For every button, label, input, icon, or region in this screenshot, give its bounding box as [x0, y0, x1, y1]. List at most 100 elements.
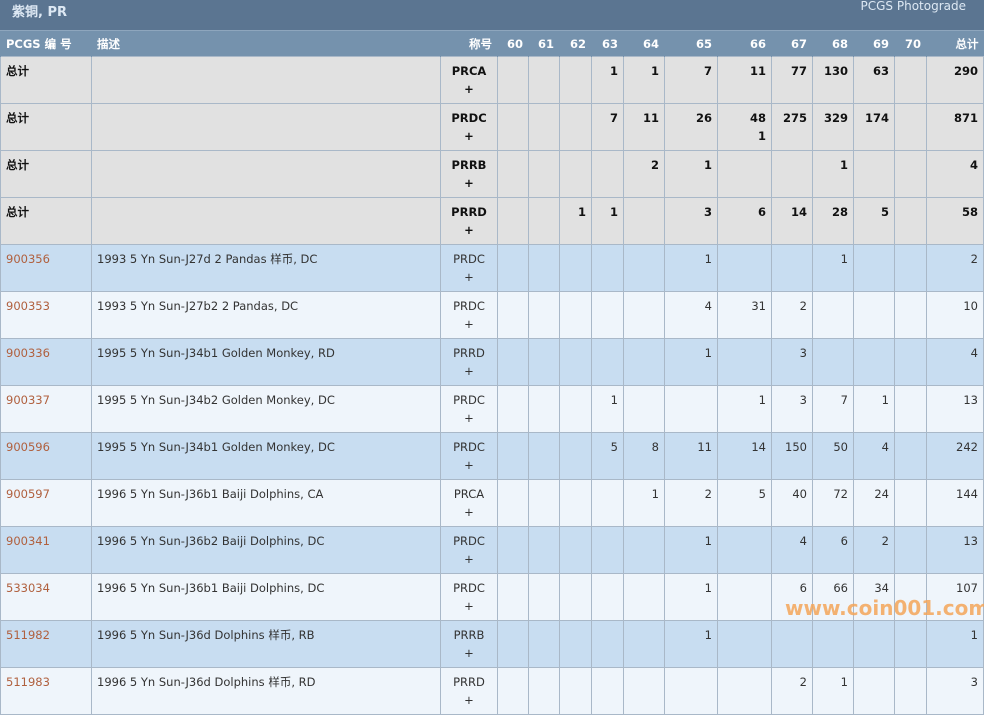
grade-count[interactable]: 1: [812, 667, 854, 715]
grade-count[interactable]: 3: [664, 197, 718, 245]
grade-count[interactable]: 72: [812, 479, 854, 527]
grade-count[interactable]: 34: [853, 573, 895, 621]
grade-count[interactable]: 31: [717, 291, 772, 339]
grade-count[interactable]: 7: [812, 385, 854, 433]
grade-count[interactable]: 6: [812, 526, 854, 574]
grade-count[interactable]: 77: [771, 56, 813, 104]
row-total[interactable]: 2: [926, 244, 984, 292]
row-total[interactable]: 290: [926, 56, 984, 104]
pcgs-number[interactable]: 900341: [0, 526, 92, 574]
grade-count[interactable]: 2: [771, 667, 813, 715]
column-header[interactable]: 61: [528, 31, 560, 57]
grade-count[interactable]: 1: [664, 526, 718, 574]
pcgs-number-link[interactable]: 900341: [6, 534, 50, 548]
pcgs-number[interactable]: 511982: [0, 620, 92, 668]
grade-count[interactable]: 1: [623, 56, 665, 104]
column-header[interactable]: 70: [894, 31, 927, 57]
row-total[interactable]: 13: [926, 385, 984, 433]
pcgs-number-link[interactable]: 900356: [6, 252, 50, 266]
grade-count[interactable]: 5: [853, 197, 895, 245]
grade-count[interactable]: 2: [623, 150, 665, 198]
row-total[interactable]: 4: [926, 150, 984, 198]
row-total[interactable]: 144: [926, 479, 984, 527]
column-header[interactable]: 69: [853, 31, 895, 57]
grade-count[interactable]: 11: [717, 56, 772, 104]
grade-count[interactable]: 63: [853, 56, 895, 104]
column-header[interactable]: PCGS 编 号: [0, 31, 92, 57]
row-total[interactable]: 1: [926, 620, 984, 668]
pcgs-number-link[interactable]: 900596: [6, 440, 50, 454]
row-total[interactable]: 4: [926, 338, 984, 386]
grade-count[interactable]: 1: [812, 244, 854, 292]
grade-count[interactable]: 24: [853, 479, 895, 527]
grade-count[interactable]: 8: [623, 432, 665, 480]
grade-count[interactable]: 1: [591, 385, 624, 433]
row-total[interactable]: 58: [926, 197, 984, 245]
pcgs-number-link[interactable]: 511983: [6, 675, 50, 689]
grade-count[interactable]: 3: [771, 385, 813, 433]
grade-count[interactable]: 4: [853, 432, 895, 480]
column-header[interactable]: 描述: [91, 31, 441, 57]
grade-count[interactable]: 2: [664, 479, 718, 527]
pcgs-number[interactable]: 900596: [0, 432, 92, 480]
pcgs-number[interactable]: 511983: [0, 667, 92, 715]
pcgs-number-link[interactable]: 511982: [6, 628, 50, 642]
column-header[interactable]: 65: [664, 31, 718, 57]
row-total[interactable]: 3: [926, 667, 984, 715]
grade-count[interactable]: 329: [812, 103, 854, 151]
grade-count[interactable]: 11: [623, 103, 665, 151]
column-header[interactable]: 64: [623, 31, 665, 57]
grade-count[interactable]: 40: [771, 479, 813, 527]
pcgs-number-link[interactable]: 533034: [6, 581, 50, 595]
grade-count[interactable]: 1: [664, 338, 718, 386]
grade-count[interactable]: 1: [591, 56, 624, 104]
pcgs-number[interactable]: 900336: [0, 338, 92, 386]
grade-count[interactable]: 130: [812, 56, 854, 104]
grade-count[interactable]: 3: [771, 338, 813, 386]
grade-count[interactable]: 275: [771, 103, 813, 151]
grade-count[interactable]: 1: [664, 620, 718, 668]
grade-count[interactable]: 481: [717, 103, 772, 151]
column-header[interactable]: 66: [717, 31, 772, 57]
row-total[interactable]: 107: [926, 573, 984, 621]
grade-count[interactable]: 4: [771, 526, 813, 574]
grade-count[interactable]: 1: [812, 150, 854, 198]
grade-count[interactable]: 5: [591, 432, 624, 480]
grade-count[interactable]: 50: [812, 432, 854, 480]
row-total[interactable]: 10: [926, 291, 984, 339]
grade-count[interactable]: 14: [771, 197, 813, 245]
row-total[interactable]: 871: [926, 103, 984, 151]
pcgs-number[interactable]: 900353: [0, 291, 92, 339]
pcgs-number[interactable]: 533034: [0, 573, 92, 621]
pcgs-number-link[interactable]: 900353: [6, 299, 50, 313]
grade-count[interactable]: 4: [664, 291, 718, 339]
grade-count[interactable]: 26: [664, 103, 718, 151]
grade-count[interactable]: 11: [664, 432, 718, 480]
pcgs-number[interactable]: 900356: [0, 244, 92, 292]
column-header[interactable]: 63: [591, 31, 624, 57]
grade-count[interactable]: 5: [717, 479, 772, 527]
column-header[interactable]: 称号: [440, 31, 498, 57]
grade-count[interactable]: 150: [771, 432, 813, 480]
grade-count[interactable]: 7: [664, 56, 718, 104]
pcgs-number-link[interactable]: 900337: [6, 393, 50, 407]
grade-count[interactable]: 1: [664, 150, 718, 198]
column-header[interactable]: 68: [812, 31, 854, 57]
grade-count[interactable]: 1: [623, 479, 665, 527]
grade-count[interactable]: 1: [664, 573, 718, 621]
pcgs-number[interactable]: 900597: [0, 479, 92, 527]
grade-count[interactable]: 1: [559, 197, 592, 245]
grade-count[interactable]: 14: [717, 432, 772, 480]
pcgs-number[interactable]: 900337: [0, 385, 92, 433]
grade-count[interactable]: 174: [853, 103, 895, 151]
grade-count[interactable]: 28: [812, 197, 854, 245]
pcgs-number-link[interactable]: 900336: [6, 346, 50, 360]
photograde-link[interactable]: PCGS Photograde: [860, 0, 966, 13]
grade-count[interactable]: 1: [853, 385, 895, 433]
column-header[interactable]: 62: [559, 31, 592, 57]
row-total[interactable]: 13: [926, 526, 984, 574]
grade-count[interactable]: 6: [717, 197, 772, 245]
grade-count[interactable]: 7: [591, 103, 624, 151]
grade-count[interactable]: 1: [717, 385, 772, 433]
grade-count[interactable]: 2: [853, 526, 895, 574]
